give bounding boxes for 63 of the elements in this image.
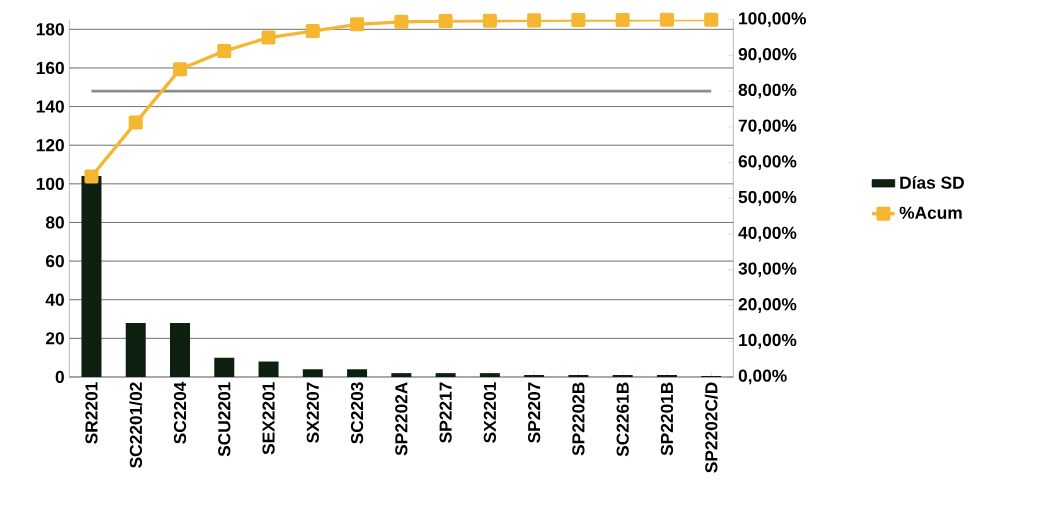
y-tick-label: 0 [55,370,64,384]
bar [258,361,279,377]
x-tick-label: SX2207 [306,382,319,443]
y-tick-label: 40 [45,293,64,306]
point [482,13,497,28]
bar [347,369,368,377]
point [173,62,188,77]
bar [302,369,323,377]
point [571,13,586,28]
point [84,169,99,184]
point [350,17,365,32]
x-tick-label: SP2202B [572,382,585,456]
y-tick-label: 120 [36,139,64,152]
y2-tick-label: 40,00% [738,226,797,242]
bar [125,322,146,377]
bar [81,176,102,377]
bar [170,322,191,377]
point [438,14,453,29]
y2-tick-label: 10,00% [739,333,797,349]
y2-tick-label: 0,00% [738,369,787,385]
x-tick-label: SX2201 [483,382,496,443]
x-tick-label: SP2207 [528,382,541,443]
x-tick-label: SR2201 [85,382,98,444]
point [704,12,719,27]
legend-label: %Acum [899,206,962,219]
x-tick-label: SP2201B [660,382,674,456]
point [261,30,276,45]
y-tick-label: 20 [45,332,64,345]
y2-tick-label: 60,00% [738,155,797,170]
y-tick-label: 100 [36,177,64,190]
point [527,13,542,28]
point [394,14,409,29]
y-tick-label: 180 [36,23,64,36]
y2-tick-label: 100,00% [739,12,806,28]
y-tick-label: 60 [45,254,64,268]
point [305,24,320,39]
legend-label: Días SD [900,175,964,189]
point [128,115,143,130]
y2-tick-label: 50,00% [738,190,797,206]
y-tick-label: 140 [36,100,64,113]
x-tick-label: SCU2201 [218,382,231,457]
x-tick-label: SC2203 [350,382,364,444]
x-tick-label: SP2202A [395,382,408,456]
bar [435,373,456,377]
y2-tick-label: 80,00% [738,83,797,99]
bar [214,357,235,377]
y2-tick-label: 70,00% [738,119,797,135]
point [615,13,630,28]
x-tick-label: SP2202C/D [704,382,718,473]
point [659,12,674,27]
x-tick-label: SEX2201 [262,382,275,455]
bar [479,373,500,377]
x-tick-label: SC2204 [173,381,187,444]
y2-tick-label: 20,00% [738,298,797,313]
y-tick-label: 160 [36,61,64,75]
y-tick-label: 80 [45,216,64,229]
y2-tick-label: 90,00% [738,48,797,63]
point [217,44,232,59]
y2-tick-label: 30,00% [738,262,797,278]
bar [391,373,412,377]
x-tick-label: SC2201/02 [129,382,143,468]
x-tick-label: SP2217 [439,382,452,443]
x-tick-label: SC2261B [616,382,629,457]
